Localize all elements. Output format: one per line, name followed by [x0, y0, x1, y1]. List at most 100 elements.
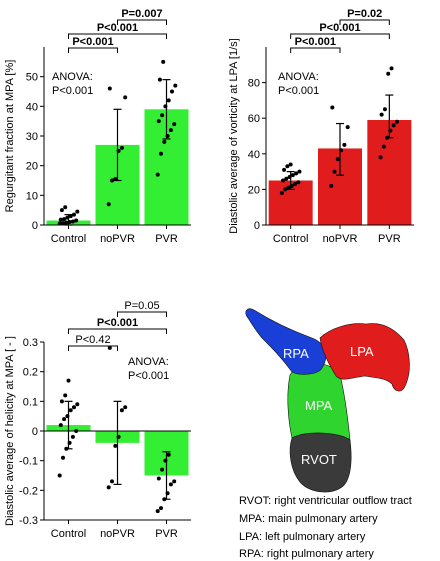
data-point — [170, 89, 174, 94]
significance-bracket — [68, 345, 118, 351]
mpa-region — [287, 362, 351, 441]
rpa-region — [245, 308, 327, 375]
y-tick-label: 80 — [248, 78, 260, 90]
x-tick-label: Control — [51, 233, 86, 245]
data-point — [279, 190, 284, 195]
anova-text: ANOVA: — [128, 356, 169, 368]
y-tick-label: 20 — [26, 161, 38, 173]
data-point — [163, 104, 168, 109]
data-point — [165, 134, 170, 138]
mpa-label: MPA — [305, 398, 333, 413]
x-tick-label: Control — [51, 528, 86, 540]
data-point — [62, 417, 67, 422]
x-tick-label: noPVR — [323, 233, 358, 245]
y-tick-label: 40 — [26, 101, 38, 113]
y-tick-label: 0 — [32, 426, 38, 438]
helicity-chart: -0.3 -0.2 -0.1 0 0.1 0.2 0.3 Control noPVR PVR Dia… — [4, 300, 191, 540]
rvot-label: RVOT — [301, 452, 337, 467]
lpa-label: LPA — [350, 344, 374, 359]
data-point — [286, 185, 291, 190]
data-point — [385, 135, 390, 140]
y-tick-label: 10 — [26, 190, 38, 202]
regurgitant-fraction-chart: 0 10 20 30 40 50 Control noPVR PVR Regurgitant fr… — [4, 8, 191, 245]
data-point — [166, 98, 171, 103]
data-point — [161, 59, 166, 64]
data-point — [119, 145, 124, 150]
data-point — [289, 183, 294, 188]
data-point — [284, 176, 289, 181]
data-point — [282, 167, 287, 172]
data-point — [293, 182, 298, 187]
data-point — [65, 414, 70, 419]
anova-text: ANOVA: — [52, 71, 93, 83]
legend-rpa: RPA: right pulmonary artery — [239, 548, 374, 560]
data-point — [74, 429, 79, 433]
data-point — [61, 221, 65, 226]
x-tick-label: noPVR — [100, 528, 135, 540]
y-tick-label: 30 — [26, 131, 38, 143]
data-point — [345, 125, 350, 130]
data-point — [287, 174, 292, 179]
anova-text: P<0.001 — [278, 85, 319, 97]
data-point — [296, 180, 301, 185]
data-point — [330, 105, 335, 110]
data-point — [59, 208, 64, 213]
significance-bracket — [117, 19, 167, 25]
data-point — [68, 214, 73, 219]
y-axis-label: Diastolic average of vorticity at LPA [1… — [228, 38, 240, 233]
y-tick-label: 0 — [32, 220, 38, 232]
significance-label: P=0.007 — [121, 8, 162, 20]
data-point — [64, 446, 69, 451]
data-point — [106, 202, 111, 207]
data-point — [113, 177, 118, 182]
y-tick-label: 60 — [248, 113, 260, 125]
data-point — [162, 497, 167, 502]
data-point — [159, 506, 163, 511]
significance-label: P<0.001 — [72, 36, 113, 48]
data-point — [65, 215, 70, 220]
data-point — [165, 491, 170, 496]
data-point — [172, 479, 177, 484]
rpa-label: RPA — [283, 346, 309, 361]
data-point — [160, 113, 165, 118]
legend-mpa: MPA: main pulmonary artery — [239, 513, 378, 525]
data-point — [62, 217, 67, 222]
data-point — [70, 219, 75, 224]
data-point — [63, 393, 68, 398]
data-point — [173, 83, 178, 88]
data-point — [155, 172, 160, 177]
y-axis-label: Diastolic average of helicity at MPA [ -… — [4, 336, 16, 526]
significance-bracket — [117, 311, 167, 317]
data-point — [67, 440, 72, 445]
y-axis-label: Regurgitant fraction at MPA [%] — [4, 60, 16, 213]
significance-label: P<0.001 — [319, 22, 360, 34]
x-tick-label: Control — [273, 233, 308, 245]
data-point — [391, 123, 396, 128]
data-point — [379, 112, 384, 117]
data-point — [58, 217, 63, 222]
data-point — [280, 178, 285, 183]
data-point — [57, 473, 62, 478]
data-point — [168, 128, 173, 133]
data-point — [386, 71, 391, 76]
data-point — [75, 209, 80, 214]
data-point — [63, 205, 68, 210]
data-point — [70, 434, 75, 439]
data-point — [116, 148, 121, 153]
significance-label: P=0.02 — [347, 8, 382, 20]
data-point — [67, 220, 72, 225]
y-tick-label: 0.1 — [23, 396, 38, 408]
data-point — [110, 178, 114, 183]
anova-text: ANOVA: — [278, 71, 319, 83]
legend-rvot: RVOT: right ventricular outflow tract — [239, 495, 412, 507]
data-point — [64, 220, 69, 225]
data-point — [72, 405, 76, 410]
lpa-region — [319, 323, 410, 392]
data-point — [110, 479, 114, 484]
x-tick-label: PVR — [155, 233, 178, 245]
anova-text: P<0.001 — [52, 85, 93, 97]
data-point — [285, 164, 290, 169]
significance-bracket — [68, 47, 118, 53]
data-point — [168, 482, 173, 487]
data-point — [172, 122, 177, 127]
